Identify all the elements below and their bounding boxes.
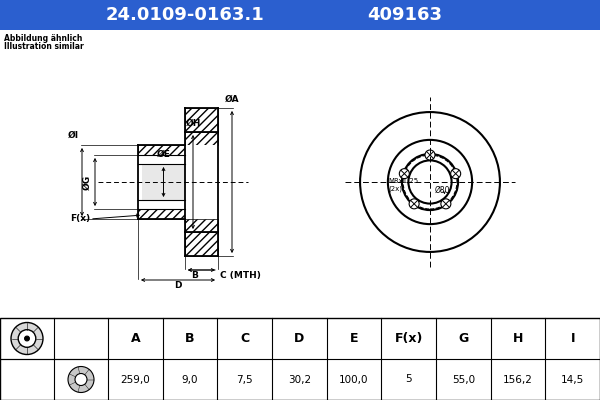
Text: 7,5: 7,5: [236, 374, 253, 384]
Text: G: G: [458, 332, 469, 345]
Text: Abbildung ähnlich: Abbildung ähnlich: [4, 34, 82, 43]
Circle shape: [451, 169, 461, 179]
Bar: [142, 164, 185, 200]
Text: Illustration similar: Illustration similar: [4, 42, 84, 51]
Text: I: I: [571, 332, 575, 345]
Bar: [138, 209, 185, 219]
Text: ØA: ØA: [224, 95, 239, 104]
Text: ØG: ØG: [83, 174, 92, 190]
Text: ØE: ØE: [157, 150, 170, 159]
Text: B: B: [191, 271, 199, 280]
Bar: [185, 108, 218, 132]
Circle shape: [25, 336, 29, 341]
Circle shape: [388, 140, 472, 224]
Text: 9,0: 9,0: [182, 374, 198, 384]
Circle shape: [68, 366, 94, 392]
Text: 55,0: 55,0: [452, 374, 475, 384]
Text: 24.0109-0163.1: 24.0109-0163.1: [106, 6, 265, 24]
Bar: [185, 219, 218, 232]
Bar: [0, 318, 600, 400]
Bar: [0, 318, 600, 400]
Circle shape: [441, 199, 451, 209]
Text: D: D: [294, 332, 304, 345]
Circle shape: [75, 374, 87, 386]
Text: 30,2: 30,2: [288, 374, 311, 384]
Circle shape: [360, 112, 500, 252]
Text: D: D: [174, 281, 182, 290]
Text: 409163: 409163: [367, 6, 443, 24]
Text: ØI: ØI: [68, 131, 79, 140]
Text: Ø80: Ø80: [435, 186, 451, 195]
Text: H: H: [513, 332, 523, 345]
Text: C: C: [240, 332, 249, 345]
Bar: [138, 145, 185, 155]
Circle shape: [425, 150, 435, 160]
Bar: [185, 132, 218, 145]
Text: B: B: [185, 332, 195, 345]
Circle shape: [400, 169, 409, 179]
Circle shape: [409, 199, 419, 209]
Text: F(x): F(x): [394, 332, 423, 345]
Circle shape: [402, 154, 458, 210]
Text: 100,0: 100,0: [339, 374, 369, 384]
Bar: [0, 30, 600, 318]
Circle shape: [11, 322, 43, 354]
Text: E: E: [350, 332, 358, 345]
Text: 5: 5: [406, 374, 412, 384]
Text: A: A: [131, 332, 140, 345]
Bar: [138, 155, 185, 209]
Text: 156,2: 156,2: [503, 374, 533, 384]
Text: 14,5: 14,5: [561, 374, 584, 384]
Text: C (MTH): C (MTH): [220, 271, 261, 280]
Text: F(x): F(x): [70, 214, 90, 224]
Bar: [185, 145, 218, 219]
Text: ØH: ØH: [185, 119, 200, 128]
Circle shape: [409, 160, 452, 204]
Text: M8x1,25
(2x): M8x1,25 (2x): [388, 178, 418, 192]
Text: 259,0: 259,0: [121, 374, 150, 384]
Circle shape: [18, 330, 36, 347]
Bar: [0, 0, 600, 30]
Bar: [185, 232, 218, 256]
